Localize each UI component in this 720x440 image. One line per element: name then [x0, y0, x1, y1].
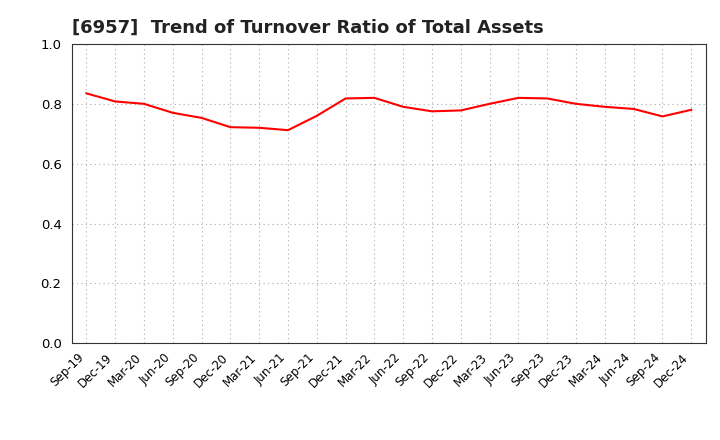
Text: [6957]  Trend of Turnover Ratio of Total Assets: [6957] Trend of Turnover Ratio of Total …: [72, 19, 544, 37]
